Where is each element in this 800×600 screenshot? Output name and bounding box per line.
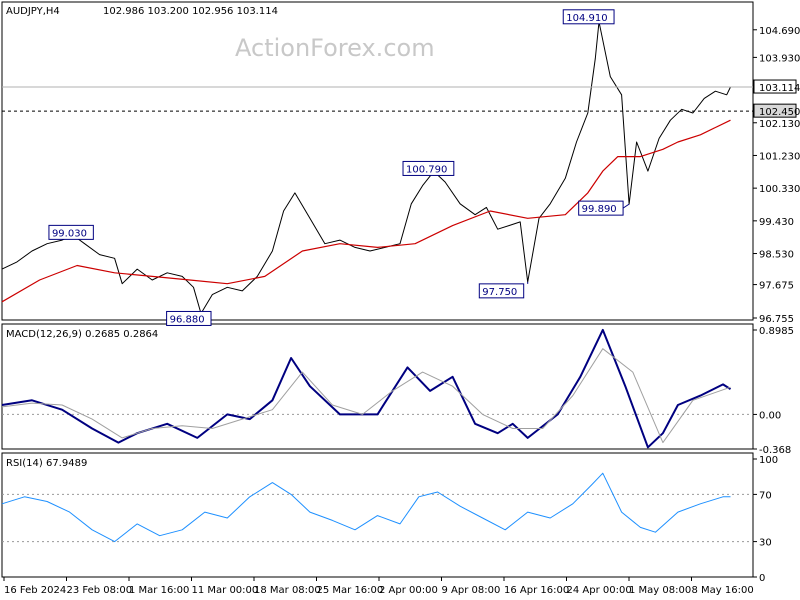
annotation-box — [402, 160, 455, 176]
annotation-label: 104.910 — [566, 13, 607, 24]
x-tick-label: 23 Feb 08:00 — [67, 585, 133, 596]
annotation-box — [166, 310, 212, 326]
macd-ytick-label: 0.8985 — [759, 326, 794, 337]
current-price-box — [753, 79, 797, 94]
x-tick-label: 16 Apr 16:00 — [504, 585, 569, 596]
price-ytick-label: 102.130 — [759, 119, 800, 130]
annotation-box — [562, 9, 615, 25]
x-tick-label: 9 Apr 08:00 — [442, 585, 501, 596]
annotation-box — [48, 224, 94, 240]
x-tick-label: 24 Apr 00:00 — [567, 585, 632, 596]
chart-symbol: AUDJPY,H4 — [6, 6, 60, 17]
rsi-panel — [1, 452, 754, 578]
x-tick-label: 25 Mar 16:00 — [317, 585, 384, 596]
x-tick-label: 1 May 08:00 — [629, 585, 691, 596]
rsi-title: RSI(14) 67.9489 — [6, 458, 87, 469]
annotation-leader — [622, 203, 630, 209]
rsi-series-line — [1, 472, 731, 543]
x-tick-label: 16 Feb 2024 — [4, 585, 66, 596]
x-tick-label: 11 Mar 00:00 — [192, 585, 259, 596]
price-panel — [1, 1, 754, 321]
rsi-ytick-label: 0 — [759, 573, 765, 584]
price-ytick-label: 103.930 — [759, 53, 800, 64]
signal-series-line — [1, 348, 731, 444]
macd-ytick-label: -0.368 — [759, 445, 791, 456]
level-line-label: 102.450 — [759, 107, 800, 118]
level-line-box — [753, 103, 797, 118]
annotation-label: 97.750 — [482, 287, 517, 298]
ma-series-line — [1, 119, 731, 303]
x-tick-label: 8 May 16:00 — [692, 585, 754, 596]
x-tick-label: 1 Mar 16:00 — [129, 585, 189, 596]
annotation-label: 99.030 — [52, 228, 87, 239]
price-ytick-label: 104.690 — [759, 26, 800, 37]
price-ytick-label: 96.755 — [759, 314, 794, 325]
x-tick-label: 18 Mar 08:00 — [254, 585, 321, 596]
annotation-label: 99.890 — [582, 204, 617, 215]
x-tick-label: 2 Apr 00:00 — [379, 585, 438, 596]
rsi-ytick-label: 70 — [759, 490, 772, 501]
rsi-ytick-label: 30 — [759, 538, 772, 549]
macd-title: MACD(12,26,9) 0.2685 0.2864 — [6, 329, 158, 340]
chart-ohlc: 102.986 103.200 102.956 103.114 — [103, 6, 278, 17]
price-ytick-label: 100.330 — [759, 184, 800, 195]
annotation-box — [478, 283, 525, 299]
current-price-label: 103.114 — [759, 83, 800, 94]
annotation-label: 100.790 — [406, 164, 447, 175]
annotation-box — [578, 200, 624, 216]
price-ytick-label: 98.530 — [759, 250, 794, 261]
macd-panel — [1, 323, 754, 450]
annotation-label: 96.880 — [170, 314, 205, 325]
price-ytick-label: 101.230 — [759, 151, 800, 162]
price-ytick-label: 97.675 — [759, 281, 794, 292]
price-series-line — [1, 21, 731, 314]
price-ytick-label: 99.430 — [759, 217, 794, 228]
rsi-ytick-label: 100 — [759, 455, 778, 466]
macd-ytick-label: 0.00 — [759, 410, 781, 421]
watermark: ActionForex.com — [235, 34, 435, 62]
